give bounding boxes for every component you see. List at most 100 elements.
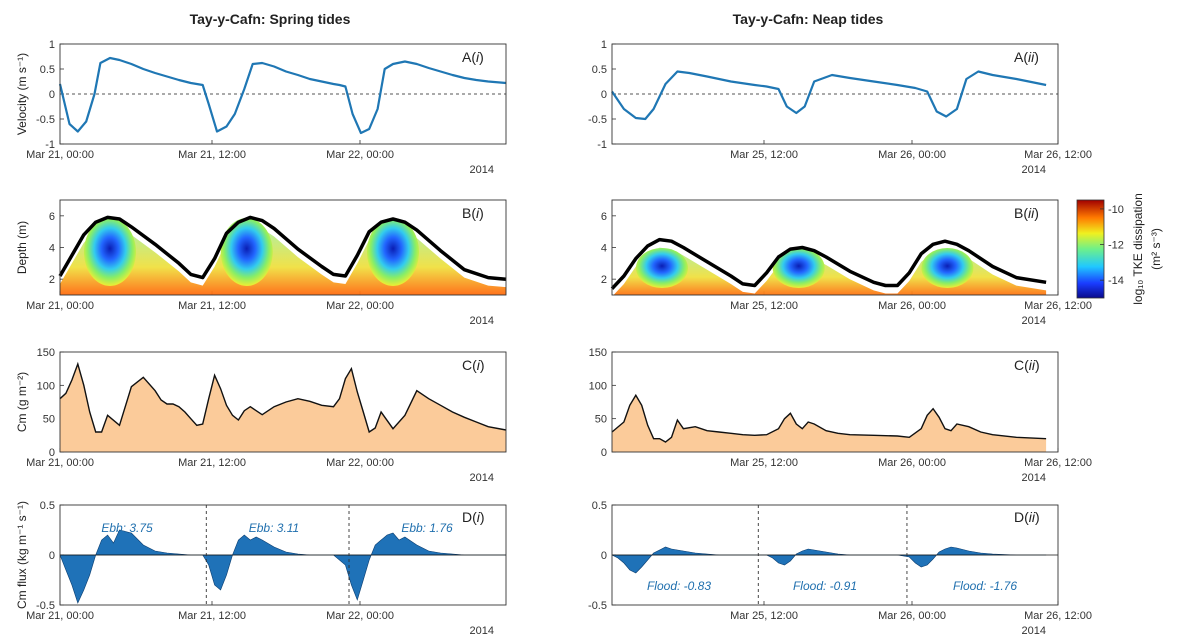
ytick-label: 6: [49, 211, 55, 223]
xtick-label: Mar 21, 00:00: [26, 610, 94, 622]
xtick-label: Mar 21, 12:00: [178, 457, 246, 469]
dissipation-field: [60, 218, 506, 295]
ylabel: Cm flux (kg m⁻¹ s⁻¹): [15, 501, 29, 609]
axes-frame: [611, 43, 1059, 145]
ytick-label: 4: [601, 243, 607, 255]
xtick-label: Mar 25, 12:00: [730, 457, 798, 469]
ytick-label: 150: [589, 347, 607, 359]
axes-frame: [611, 351, 1059, 453]
ytick-label: 0: [601, 447, 607, 459]
panel-A-ii: 1 0.5 0 -0.5 -1 Mar 25, 12:00 Mar 26, 00:00 Mar…: [588, 39, 1092, 176]
xtick-label: Mar 22, 00:00: [326, 149, 394, 161]
ytick-label: 4: [49, 243, 55, 255]
year-label: 2014: [1022, 625, 1046, 637]
ytick-label: -0.5: [588, 600, 607, 612]
year-label: 2014: [1022, 315, 1046, 327]
xtick-label: Mar 26, 00:00: [878, 300, 946, 312]
dissipation-core: [635, 248, 688, 288]
ytick-label: 0: [49, 550, 55, 562]
ytick-label: 0: [601, 89, 607, 101]
ytick-label: 100: [589, 380, 607, 392]
axes-frame: [611, 504, 1059, 606]
sediment-area: [612, 395, 1047, 452]
ytick-label: 50: [43, 414, 55, 426]
xtick-label: Mar 26, 00:00: [878, 149, 946, 161]
panel-label: C(ii): [1014, 357, 1040, 373]
flux-annotation: Flood: -0.83: [647, 579, 711, 593]
ytick-label: 2: [601, 274, 607, 286]
dissipation-core: [921, 248, 974, 288]
flux-area: [59, 529, 506, 604]
ytick-label: 0: [49, 447, 55, 459]
xtick-label: Mar 22, 00:00: [326, 457, 394, 469]
axes-frame: [611, 199, 1059, 296]
ytick-label: 0: [49, 89, 55, 101]
dissipation-core: [220, 218, 273, 286]
dissipation-field: [612, 247, 1047, 295]
year-label: 2014: [470, 472, 494, 484]
panel-label: C(i): [462, 357, 485, 373]
flux-annotation: Ebb: 3.75: [101, 521, 153, 535]
ylabel: Cm (g m⁻²): [15, 372, 29, 432]
panel-B-ii: 6 4 2 Mar 25, 12:00 Mar 26, 00:00 Mar 26, 12:…: [601, 199, 1092, 327]
axes-frame: [59, 351, 507, 453]
year-label: 2014: [1022, 472, 1046, 484]
panel-C-ii: 150 100 50 0 Mar 25, 12:00 Mar 26, 00:00 Mar 2…: [589, 347, 1092, 484]
xtick-label: Mar 22, 00:00: [326, 610, 394, 622]
velocity-line: [611, 70, 1047, 121]
xtick-label: Mar 25, 12:00: [730, 610, 798, 622]
panel-label: A(ii): [1014, 49, 1039, 65]
ytick-label: -0.5: [36, 600, 55, 612]
dissipation-core: [772, 248, 825, 288]
panel-label: D(ii): [1014, 509, 1040, 525]
ylabel: Depth (m): [15, 221, 29, 274]
ytick-label: -0.5: [36, 114, 55, 126]
colorbar-units: (m² s⁻³): [1149, 228, 1163, 270]
ytick-label: 0: [601, 550, 607, 562]
ytick-label: -0.5: [588, 114, 607, 126]
panel-label: A(i): [462, 49, 484, 65]
panel-B-i: 6 4 2 Mar 21, 00:00 Mar 21, 12:00 Mar 22, 00:…: [15, 199, 507, 327]
ytick-label: 50: [595, 414, 607, 426]
ytick-label: 6: [601, 211, 607, 223]
depth-line: [58, 215, 507, 281]
sediment-line: [611, 393, 1047, 443]
colorbar-label: log₁₀ TKE dissipation: [1131, 193, 1145, 305]
xtick-label: Mar 25, 12:00: [730, 300, 798, 312]
ytick-label: -1: [597, 139, 607, 151]
year-label: 2014: [1022, 164, 1046, 176]
xtick-label: Mar 21, 12:00: [178, 149, 246, 161]
colorbar: log₁₀ TKE dissipation (m² s⁻³) -10 -12 -14: [1076, 193, 1163, 305]
colorbar-tick-label: -12: [1108, 240, 1124, 252]
xtick-label: Mar 21, 00:00: [26, 300, 94, 312]
panel-label: B(i): [462, 205, 484, 221]
sediment-line: [59, 361, 507, 434]
panel-D-ii: 0.5 0 -0.5 Mar 25, 12:00 Mar 26, 00:00 Mar 26…: [588, 500, 1092, 637]
ylabel: Velocity (m s⁻¹): [15, 53, 29, 135]
title-spring: Tay-y-Cafn: Spring tides: [190, 11, 351, 27]
xtick-label: Mar 21, 00:00: [26, 457, 94, 469]
xtick-label: Mar 21, 00:00: [26, 149, 94, 161]
colorbar-tick-label: -14: [1108, 275, 1124, 287]
year-label: 2014: [470, 315, 494, 327]
xtick-label: Mar 22, 00:00: [326, 300, 394, 312]
xtick-label: Mar 26, 12:00: [1024, 457, 1092, 469]
depth-line: [610, 237, 1047, 290]
title-neap: Tay-y-Cafn: Neap tides: [733, 11, 884, 27]
sediment-area: [60, 364, 506, 452]
ytick-label: 1: [49, 39, 55, 51]
panel-label: B(ii): [1014, 205, 1039, 221]
velocity-line: [58, 56, 507, 135]
ytick-label: 2: [49, 274, 55, 286]
ytick-label: 100: [37, 380, 55, 392]
xtick-label: Mar 25, 12:00: [730, 149, 798, 161]
flux-area: [611, 546, 1047, 574]
flux-annotation: Ebb: 3.11: [249, 521, 299, 535]
flux-annotation: Flood: -0.91: [793, 579, 857, 593]
ytick-label: 0.5: [592, 64, 607, 76]
axes-frame: [59, 504, 507, 606]
ytick-label: 1: [601, 39, 607, 51]
